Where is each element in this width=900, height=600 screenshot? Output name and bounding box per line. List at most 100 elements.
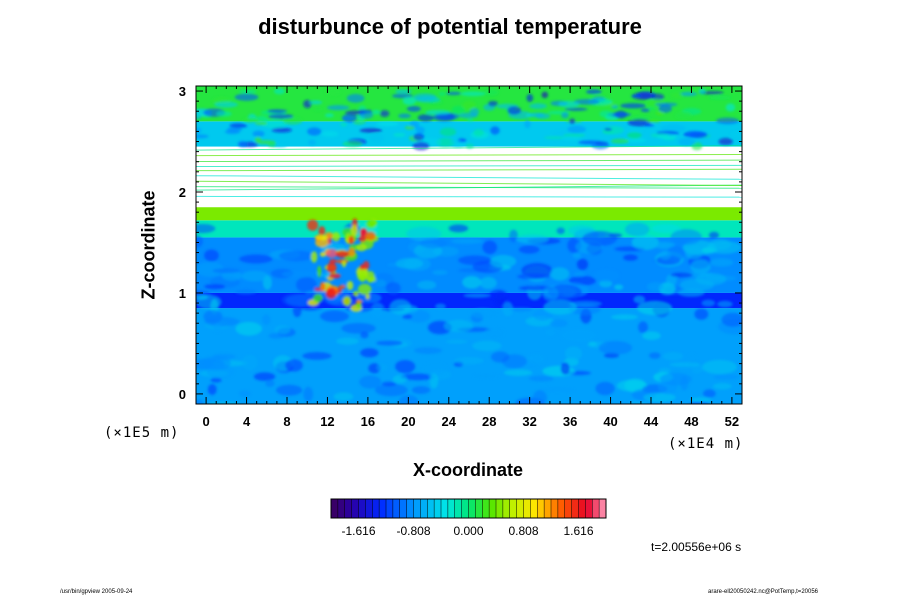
heatmap-cell	[563, 133, 586, 138]
heatmap-cell	[255, 115, 269, 125]
colorbar-segment	[434, 499, 442, 518]
heatmap-cell	[303, 386, 314, 402]
heatmap-cell	[623, 128, 643, 132]
heatmap-cell	[659, 250, 671, 261]
heatmap-cell	[649, 352, 661, 359]
colorbar-segment	[468, 499, 476, 518]
heatmap-cell	[308, 139, 316, 146]
heatmap-cell	[708, 95, 732, 100]
heatmap-cell	[370, 302, 385, 318]
heatmap-cell	[324, 113, 334, 118]
colorbar-segment	[379, 499, 387, 518]
colorbar-segment	[585, 499, 593, 518]
heatmap-cell	[569, 300, 603, 307]
heatmap-cell	[210, 377, 222, 383]
heatmap-cell	[355, 299, 363, 304]
heatmap-cell	[271, 127, 292, 133]
heatmap-cell	[432, 270, 448, 276]
colorbar-segment	[544, 499, 552, 518]
heatmap-cell	[252, 130, 265, 137]
heatmap-cell	[491, 351, 510, 363]
heatmap-cell	[561, 136, 581, 141]
colorbar-segment	[502, 499, 511, 518]
heatmap-cell	[196, 261, 224, 277]
heatmap-streak	[196, 168, 742, 172]
heatmap-cell	[451, 105, 465, 115]
y-exponent-label: (×1E5 m)	[104, 425, 180, 441]
heatmap-cell	[347, 247, 356, 257]
heatmap-cell	[204, 249, 219, 262]
heatmap-cell	[392, 374, 407, 384]
colorbar-segment	[427, 499, 435, 518]
heatmap-cell	[655, 111, 664, 116]
heatmap-cell	[675, 111, 693, 120]
heatmap-cell	[346, 280, 354, 291]
heatmap-cell	[413, 133, 425, 141]
heatmap-cell	[335, 250, 350, 258]
heatmap-cell	[342, 140, 363, 147]
heatmap-cell	[400, 373, 437, 381]
x-tick-label: 28	[482, 414, 496, 429]
x-tick-label: 44	[644, 414, 659, 429]
heatmap-cell	[395, 359, 416, 374]
heatmap-cell	[544, 136, 567, 140]
heatmap-cell	[207, 384, 217, 395]
heatmap-cell	[406, 105, 421, 112]
heatmap-cell	[467, 118, 474, 123]
heatmap-cell	[325, 87, 341, 96]
heatmap-cell	[305, 290, 326, 295]
heatmap-cell	[359, 110, 374, 119]
heatmap-cell	[574, 272, 585, 277]
heatmap-cell	[448, 224, 469, 233]
heatmap-cell	[716, 117, 740, 125]
heatmap-cell	[242, 117, 259, 123]
heatmap-cell	[274, 325, 291, 335]
heatmap-cell	[253, 372, 276, 381]
colorbar-segment	[447, 499, 456, 518]
heatmap-band	[196, 207, 742, 221]
heatmap-cell	[336, 337, 359, 345]
heatmap-cell	[515, 234, 549, 244]
heatmap-cell	[254, 136, 262, 143]
heatmap-streak	[196, 195, 742, 198]
heatmap-cell	[321, 130, 339, 137]
x-tick-label: 4	[243, 414, 251, 429]
heatmap-cell	[458, 255, 492, 265]
colorbar-segment	[551, 499, 559, 518]
heatmap-cell	[458, 112, 478, 119]
heatmap-cell	[469, 308, 496, 319]
heatmap-cell	[567, 125, 587, 134]
heatmap-cell	[446, 91, 462, 96]
heatmap-cell	[695, 272, 727, 286]
heatmap-cell	[556, 227, 565, 235]
colorbar-segment	[441, 499, 449, 518]
heatmap-cell	[435, 137, 455, 147]
heatmap-cell	[670, 92, 683, 99]
heatmap-cell	[725, 103, 736, 112]
heatmap-cell	[212, 268, 241, 274]
heatmap-cell	[315, 235, 328, 241]
heatmap-cell	[262, 314, 271, 325]
heatmap-streak	[196, 164, 742, 168]
heatmap-cell	[402, 314, 413, 320]
heatmap-cell	[593, 269, 620, 282]
heatmap-cell	[196, 223, 216, 234]
heatmap-cell	[278, 250, 315, 262]
heatmap-cell	[508, 307, 533, 312]
heatmap-cell	[576, 258, 589, 271]
colorbar-segment	[454, 499, 462, 518]
heatmap-cell	[365, 231, 376, 241]
heatmap-cell	[359, 128, 383, 133]
colorbar-segment	[489, 499, 497, 518]
heatmap-cell	[679, 91, 698, 97]
heatmap-cell	[517, 273, 551, 280]
heatmap-cell	[435, 303, 446, 310]
heatmap-cell	[241, 354, 258, 371]
heatmap-cell	[416, 126, 425, 135]
heatmap-cell	[261, 119, 287, 129]
heatmap-cell	[429, 373, 439, 389]
heatmap-cell	[318, 226, 326, 236]
colorbar-segment	[365, 499, 373, 518]
heatmap-cell	[239, 254, 273, 264]
heatmap-cell	[360, 331, 369, 339]
